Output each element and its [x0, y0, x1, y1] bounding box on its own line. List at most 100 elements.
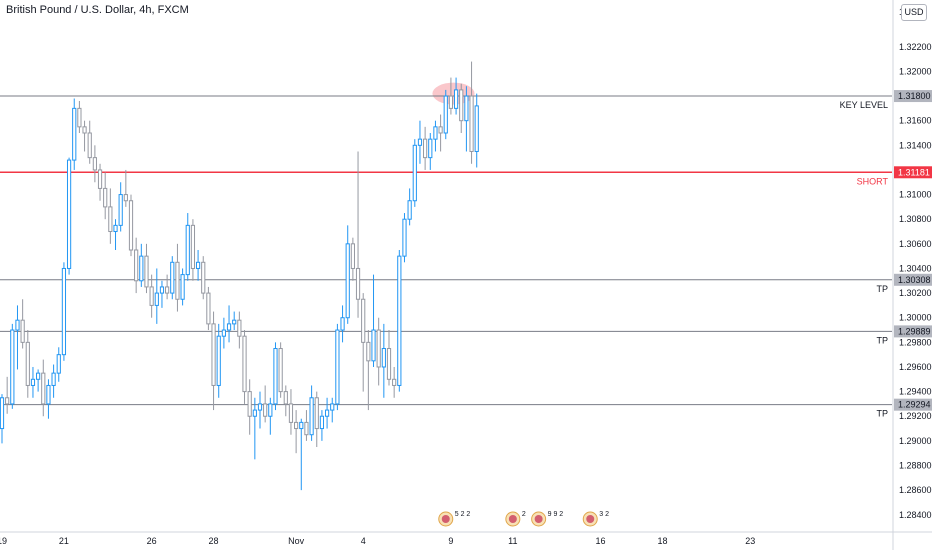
- level-price-tag: [894, 166, 932, 179]
- candle-body: [412, 144, 417, 202]
- candle-body: [386, 348, 392, 380]
- candle-body: [144, 255, 149, 288]
- highlight-layer: [432, 82, 475, 105]
- y-tick-label: 1.29600: [899, 362, 932, 372]
- y-tick-label: 1.28600: [899, 485, 932, 495]
- candle-body: [92, 157, 97, 171]
- event-flag-dot: [441, 515, 450, 523]
- candle-body: [66, 159, 72, 269]
- event-marker[interactable]: 9 9 2: [531, 511, 564, 527]
- candle-body: [381, 348, 386, 368]
- y-tick-label: 1.29200: [899, 411, 932, 421]
- candle-body: [345, 243, 350, 319]
- event-markers[interactable]: 5 2 2 2 9 9 2 3 2: [438, 511, 609, 527]
- candle-body: [41, 372, 46, 405]
- candle-body: [376, 329, 381, 368]
- event-count-label: 5 2 2: [455, 511, 471, 518]
- candle-body: [10, 329, 15, 405]
- level-price-label: 1.29294: [898, 400, 931, 410]
- candle-body: [232, 319, 237, 325]
- candle-body: [51, 372, 56, 386]
- event-count-label: 3 2: [599, 511, 609, 518]
- y-tick-label: 1.28400: [899, 510, 932, 520]
- candle-body: [474, 105, 479, 152]
- y-tick-label: 1.30200: [899, 288, 932, 298]
- level-price-label: 1.29889: [898, 326, 931, 336]
- candle-body: [417, 138, 423, 146]
- candle-body: [402, 218, 407, 257]
- x-tick-label: 26: [147, 536, 157, 546]
- level-name-label: KEY LEVEL: [840, 100, 888, 110]
- horizontal-levels[interactable]: [0, 95, 892, 406]
- candle-body: [206, 292, 211, 325]
- level-price-label: 1.30308: [898, 275, 931, 285]
- candle-body: [448, 95, 454, 109]
- level-price-label: 1.31181: [898, 167, 930, 177]
- event-marker[interactable]: 2: [505, 511, 526, 527]
- candle-body: [108, 206, 113, 233]
- candle-body: [299, 421, 304, 430]
- candle-body: [324, 409, 330, 417]
- candle-body: [423, 138, 428, 159]
- x-tick-label: 9: [448, 536, 453, 546]
- candle-body: [438, 126, 443, 134]
- candle-body: [433, 126, 438, 140]
- candle-body: [263, 403, 268, 417]
- x-tick-label: 16: [596, 536, 606, 546]
- y-tick-label: 1.29000: [899, 436, 932, 446]
- event-marker[interactable]: 5 2 2: [438, 511, 471, 527]
- event-flag-dot: [586, 515, 595, 523]
- event-count-label: 2: [522, 511, 526, 518]
- candle-body: [5, 397, 10, 405]
- candle-body: [304, 421, 309, 436]
- candle-body: [237, 319, 242, 337]
- candle-body: [216, 335, 221, 386]
- candle-body: [469, 95, 474, 152]
- candle-body: [25, 341, 30, 386]
- candle-body: [77, 107, 82, 128]
- candle-body: [139, 255, 144, 282]
- y-tick-label: 1.29400: [899, 387, 932, 397]
- candle-body: [459, 89, 464, 122]
- candle-body: [154, 292, 159, 306]
- level-price-tag: [894, 398, 932, 411]
- x-tick-label: Nov: [288, 536, 305, 546]
- candle-body: [252, 409, 257, 417]
- highlight-ellipse: [432, 82, 475, 105]
- candle-body: [453, 89, 459, 109]
- y-tick-label: 1.31400: [899, 140, 932, 150]
- candle-body: [392, 378, 397, 386]
- candle-body: [361, 298, 366, 343]
- candle-body: [82, 126, 87, 134]
- candle-body: [366, 341, 371, 362]
- y-tick-label: 1.30000: [899, 313, 932, 323]
- level-price-tag: [894, 273, 932, 286]
- candle-body: [36, 372, 41, 380]
- y-tick-label: 1.32000: [899, 66, 932, 76]
- candles: [0, 61, 479, 491]
- candle-body: [355, 267, 361, 300]
- currency-button[interactable]: USD: [901, 4, 927, 21]
- candle-body: [20, 319, 25, 343]
- candle-body: [123, 194, 128, 202]
- candle-body: [180, 274, 185, 300]
- event-flag-dot: [508, 515, 517, 523]
- candle-body: [103, 187, 108, 208]
- candle-body: [201, 261, 206, 294]
- event-flag-dot: [534, 515, 543, 523]
- candle-body: [221, 329, 226, 337]
- y-tick-label: 1.30600: [899, 239, 932, 249]
- y-tick-label: 1.29800: [899, 337, 932, 347]
- event-marker[interactable]: 3 2: [582, 511, 609, 527]
- candle-body: [190, 224, 196, 269]
- x-tick-label: 19: [0, 536, 7, 546]
- candle-body: [294, 421, 299, 430]
- level-name-label: TP: [876, 284, 888, 294]
- candle-body: [242, 335, 247, 393]
- y-tick-label: 1.30800: [899, 214, 932, 224]
- candle-body: [87, 132, 92, 159]
- candle-body: [30, 378, 36, 386]
- candle-body: [340, 317, 345, 331]
